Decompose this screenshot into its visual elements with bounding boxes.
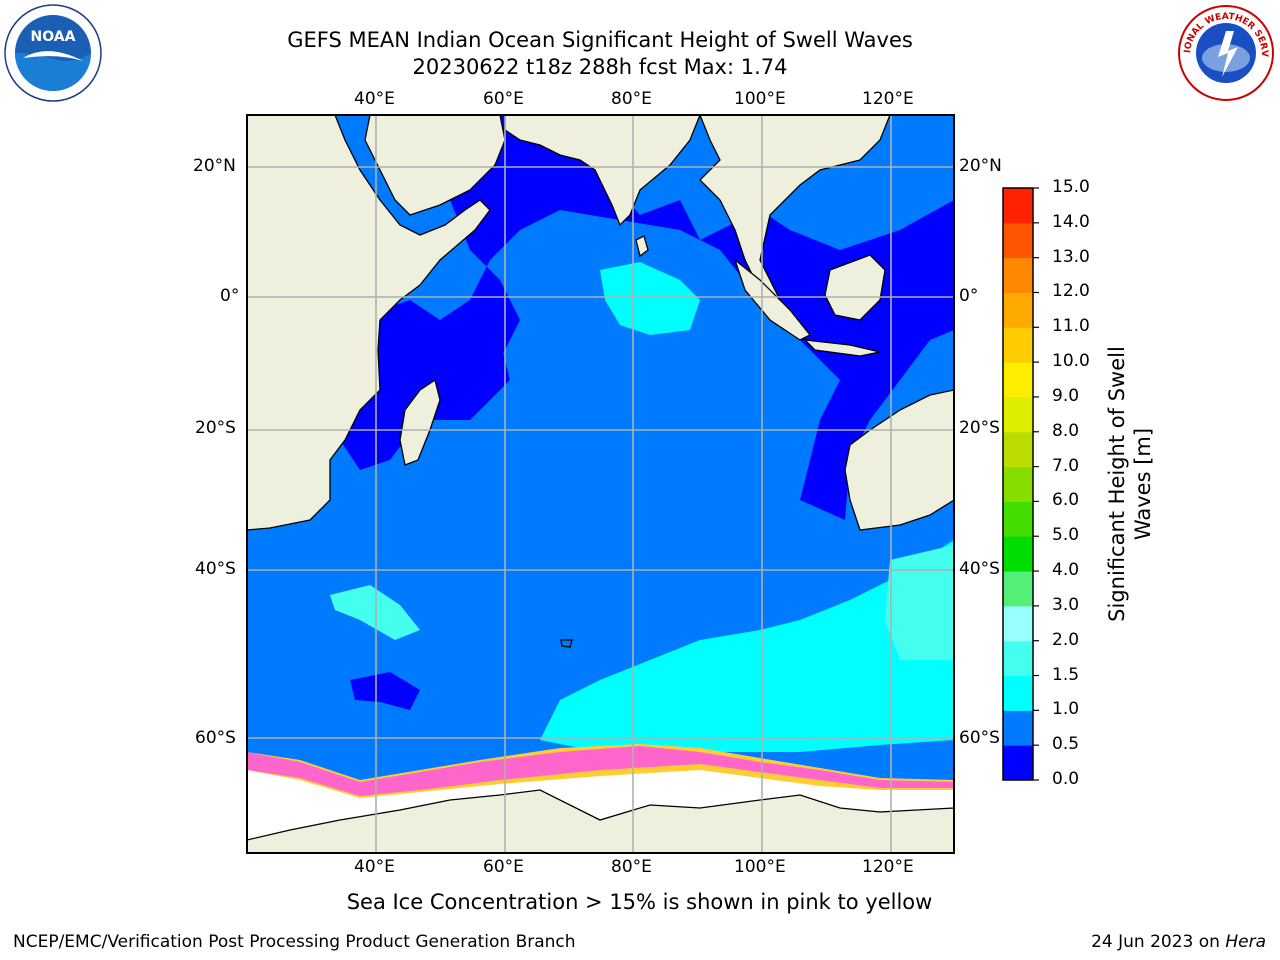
lat-label-right-0: 0° [959,286,979,306]
colorbar-tick-label: 4.0 [1052,560,1080,581]
land-africa [247,115,491,531]
land-sri-lanka [635,235,649,258]
lat-label-left-60s: 60°S [195,728,236,748]
lon-label-top-120e: 120°E [862,89,914,109]
lon-label-top-40e: 40°E [354,89,395,109]
land-sumatra [733,258,812,341]
lon-label-top-60e: 60°E [483,89,524,109]
land-arabia [364,115,506,216]
colorbar-tick-label: 1.0 [1052,699,1080,720]
colorbar-tick-label: 0.0 [1052,769,1080,789]
sea-ice-edge-pink [247,746,954,796]
footer-right: 24 Jun 2023 on Hera [1091,932,1266,952]
lat-label-left-0: 0° [220,286,240,306]
colorbar-swatch [1003,605,1033,642]
colorbar-tick-label: 3.0 [1052,594,1080,615]
colorbar-swatch [1003,292,1033,328]
colorbar-swatch [1003,257,1033,293]
colorbar-tick-label: 1.5 [1052,664,1080,685]
lon-label-bottom-80e: 80°E [611,857,652,877]
lat-label-left-40s: 40°S [195,559,236,579]
colorbar-swatch [1003,431,1033,468]
colorbar-tick-label: 14.0 [1052,211,1090,232]
lon-label-bottom-120e: 120°E [862,857,914,877]
colorbar-swatch [1003,710,1033,746]
cyan-southwest-patch [330,585,420,640]
colorbar-label: Significant Height of Swell Waves [m] [1105,346,1155,622]
noaa-logo: NOAA [3,3,103,103]
lat-label-right-20s: 20°S [959,418,1000,438]
lat-label-right-60s: 60°S [959,728,1000,748]
lon-label-bottom-100e: 100°E [734,857,786,877]
colorbar-tick-label: 8.0 [1052,420,1080,441]
colorbar-tick-label: 13.0 [1052,246,1090,267]
lat-label-left-20s: 20°S [195,418,236,438]
colorbar-frame [1002,187,1034,781]
cyan-southern-band [540,540,954,752]
lat-label-right-40s: 40°S [959,559,1000,579]
noaa-logo-text: NOAA [31,29,76,45]
colorbar-label-wrap: Significant Height of Swell Waves [m] [1100,188,1160,780]
lon-label-top-80e: 80°E [611,89,652,109]
footer-machine: Hera [1225,932,1266,952]
land-australia [844,389,954,531]
colorbar-swatch [1003,362,1033,398]
colorbar-swatch [1003,466,1033,502]
colorbar-swatch [1003,396,1033,433]
land-antarctica [247,789,954,853]
colorbar-swatch [1003,501,1033,537]
land-india [504,115,701,227]
colorbar-swatch [1003,571,1033,607]
lat-label-right-20n: 20°N [959,156,1002,176]
colorbar-tick-label: 9.0 [1052,385,1080,406]
colorbar-tick-label: 15.0 [1052,177,1090,197]
cyan-equatorial-patch [600,262,700,335]
colorbar-tick-label: 0.5 [1052,734,1080,755]
colorbar-tick-label: 2.0 [1052,629,1080,650]
gridlines [247,115,954,853]
chart-subtitle: 20230622 t18z 288h fcst Max: 1.74 [412,55,788,79]
colorbar-swatch [1003,188,1033,224]
colorbar-tick-label: 5.0 [1052,525,1080,546]
colorbar-swatch [1003,536,1033,572]
lon-label-bottom-60e: 60°E [483,857,524,877]
colorbar-tick-label: 6.0 [1052,490,1080,511]
land-madagascar [399,378,441,466]
colorbar-swatch [1003,675,1033,711]
lon-label-bottom-40e: 40°E [354,857,395,877]
map-field [247,115,954,853]
colorbar-swatch [1003,327,1033,363]
low-swell-south-patch [350,672,420,710]
map-frame [246,114,955,854]
lat-label-left-20n: 20°N [193,156,236,176]
colorbar-swatch [1003,745,1033,781]
colorbar-swatch [1003,640,1033,677]
cyan-east-patch [885,545,954,660]
lon-label-top-100e: 100°E [734,89,786,109]
colorbar-swatch [1003,222,1033,259]
footer-date: 24 Jun 2023 on [1091,932,1226,952]
colorbar-tick-label: 12.0 [1052,281,1090,302]
land-kerguelen [560,639,573,648]
land-java [803,339,881,357]
sea-ice-caption: Sea Ice Concentration > 15% is shown in … [346,890,933,914]
chart-title: GEFS MEAN Indian Ocean Significant Heigh… [287,28,913,52]
footer-left: NCEP/EMC/Verification Post Processing Pr… [13,932,576,952]
colorbar-tick-label: 11.0 [1052,316,1090,337]
land-borneo [824,254,886,321]
colorbar-tick-label: 10.0 [1052,351,1090,372]
colorbar [1003,187,1039,781]
nws-logo: NATIONAL WEATHER SERVICE [1172,0,1276,103]
colorbar-tick-label: 7.0 [1052,455,1080,476]
